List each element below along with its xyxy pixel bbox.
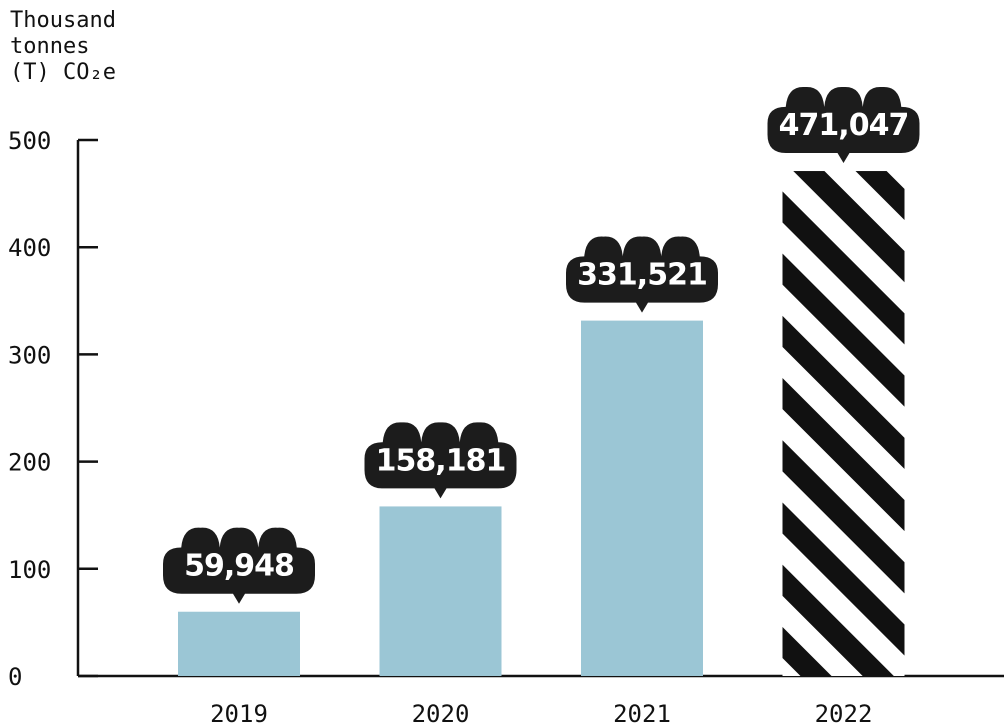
data-label-bubble bbox=[767, 86, 920, 164]
y-axis-unit-line-3: (T) CO₂e bbox=[10, 60, 116, 85]
y-tick-label: 100 bbox=[8, 556, 51, 584]
data-label: 158,181 bbox=[376, 443, 506, 478]
data-label: 59,948 bbox=[184, 549, 294, 584]
data-label-bubble bbox=[163, 527, 315, 604]
y-axis-unit-line-2: tonnes bbox=[10, 34, 90, 59]
y-tick-label: 500 bbox=[8, 127, 51, 155]
y-tick-label: 400 bbox=[8, 234, 51, 262]
y-axis-unit-line-1: Thousand bbox=[10, 8, 116, 33]
y-axis-unit-label: Thousand tonnes (T) CO₂e bbox=[10, 8, 116, 86]
data-label: 331,521 bbox=[577, 258, 707, 293]
bar-2021 bbox=[581, 320, 703, 676]
bar-2022 bbox=[782, 171, 905, 677]
data-label: 471,047 bbox=[779, 108, 909, 143]
x-tick-label: 2019 bbox=[210, 700, 268, 724]
bar-2019 bbox=[178, 611, 300, 676]
x-tick-label: 2020 bbox=[412, 700, 470, 724]
data-label-bubble bbox=[364, 422, 517, 499]
data-label-bubble bbox=[566, 236, 718, 313]
bar-2020 bbox=[379, 506, 502, 676]
x-tick-label: 2021 bbox=[613, 700, 671, 724]
y-tick-label: 200 bbox=[8, 449, 51, 477]
y-tick-label: 0 bbox=[8, 663, 22, 691]
y-tick-label: 300 bbox=[8, 341, 51, 369]
x-tick-label: 2022 bbox=[815, 700, 873, 724]
